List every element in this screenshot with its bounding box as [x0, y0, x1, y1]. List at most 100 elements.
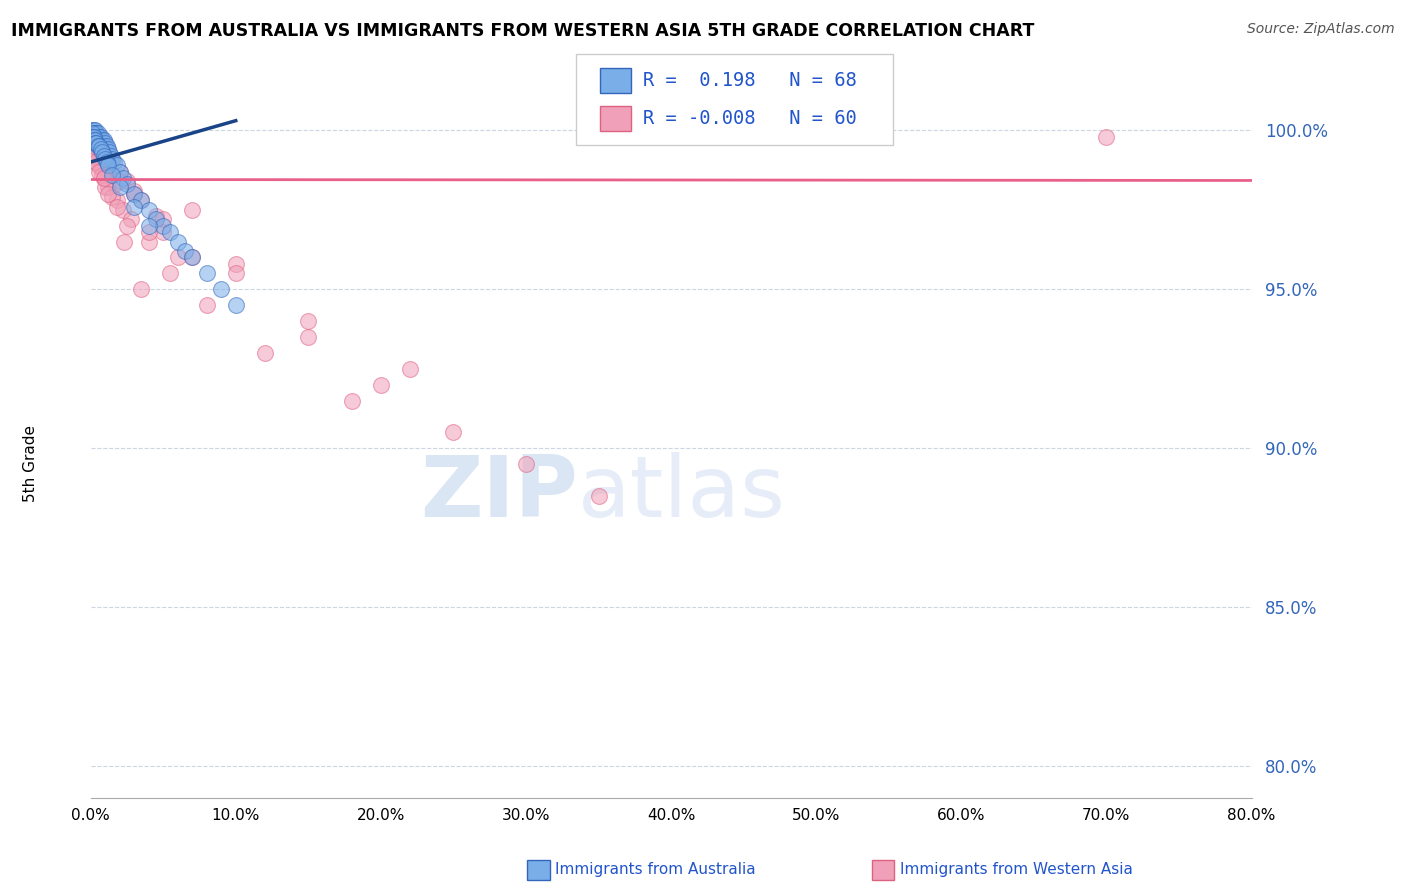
- Point: [101, 168, 124, 182]
- Point: [101, 152, 124, 166]
- Point: [94, 161, 117, 176]
- Point: [84, 133, 107, 147]
- Point: [441, 425, 464, 440]
- Point: [93, 170, 115, 185]
- Point: [91, 145, 114, 160]
- Point: [115, 178, 138, 192]
- Point: [105, 193, 128, 207]
- Point: [84, 127, 107, 141]
- Point: [97, 142, 120, 156]
- Point: [108, 164, 131, 178]
- Point: [515, 457, 537, 471]
- Text: Immigrants from Australia: Immigrants from Australia: [555, 863, 756, 877]
- Point: [96, 139, 118, 153]
- Point: [122, 186, 145, 201]
- Point: [97, 186, 120, 201]
- Point: [297, 330, 319, 344]
- Point: [97, 180, 120, 194]
- Point: [166, 235, 188, 249]
- Point: [138, 219, 160, 233]
- Text: atlas: atlas: [578, 452, 786, 535]
- Point: [84, 136, 107, 150]
- Point: [87, 136, 110, 150]
- Point: [84, 129, 107, 144]
- Point: [93, 133, 115, 147]
- Point: [115, 219, 138, 233]
- Point: [181, 251, 204, 265]
- Point: [122, 186, 145, 201]
- Point: [96, 152, 118, 166]
- Point: [138, 225, 160, 239]
- Point: [1095, 129, 1118, 144]
- Point: [131, 193, 153, 207]
- Point: [83, 139, 105, 153]
- Point: [101, 190, 124, 204]
- Point: [145, 209, 167, 223]
- Text: R =  0.198   N = 68: R = 0.198 N = 68: [643, 70, 856, 90]
- Point: [174, 244, 197, 258]
- Point: [112, 235, 135, 249]
- Point: [399, 361, 422, 376]
- Point: [84, 149, 107, 163]
- Point: [111, 202, 134, 217]
- Point: [98, 168, 121, 182]
- Point: [83, 133, 105, 147]
- Point: [90, 129, 112, 144]
- Point: [90, 142, 112, 156]
- Point: [159, 266, 181, 280]
- Point: [97, 158, 120, 172]
- Point: [98, 145, 121, 160]
- Point: [91, 139, 114, 153]
- Point: [89, 139, 111, 153]
- Point: [138, 202, 160, 217]
- Point: [83, 139, 105, 153]
- Point: [166, 251, 188, 265]
- Point: [93, 170, 115, 185]
- Point: [89, 133, 111, 147]
- Point: [83, 123, 105, 137]
- Point: [90, 161, 112, 176]
- Point: [89, 155, 111, 169]
- Point: [105, 158, 128, 172]
- Point: [87, 158, 110, 172]
- Point: [105, 200, 128, 214]
- Point: [225, 266, 247, 280]
- Point: [104, 178, 127, 192]
- Point: [145, 212, 167, 227]
- Point: [89, 164, 111, 178]
- Point: [87, 136, 110, 150]
- Point: [91, 168, 114, 182]
- Point: [83, 129, 105, 144]
- Point: [86, 136, 108, 150]
- Point: [152, 212, 174, 227]
- Point: [93, 149, 115, 163]
- Point: [96, 155, 118, 169]
- Point: [340, 393, 363, 408]
- Point: [86, 133, 108, 147]
- Point: [120, 212, 142, 227]
- Point: [100, 149, 122, 163]
- Point: [84, 123, 107, 137]
- Point: [94, 152, 117, 166]
- Point: [111, 170, 134, 185]
- Point: [80, 129, 103, 144]
- Point: [588, 489, 610, 503]
- Point: [89, 129, 111, 144]
- Point: [86, 127, 108, 141]
- Point: [152, 219, 174, 233]
- Point: [108, 180, 131, 194]
- Point: [86, 149, 108, 163]
- Point: [131, 193, 153, 207]
- Point: [181, 202, 204, 217]
- Point: [80, 127, 103, 141]
- Point: [94, 180, 117, 194]
- Text: Source: ZipAtlas.com: Source: ZipAtlas.com: [1247, 22, 1395, 37]
- Point: [159, 225, 181, 239]
- Point: [80, 129, 103, 144]
- Point: [90, 136, 112, 150]
- Point: [86, 155, 108, 169]
- Point: [131, 282, 153, 296]
- Text: ZIP: ZIP: [420, 452, 578, 535]
- Point: [94, 142, 117, 156]
- Text: R = -0.008   N = 60: R = -0.008 N = 60: [643, 109, 856, 128]
